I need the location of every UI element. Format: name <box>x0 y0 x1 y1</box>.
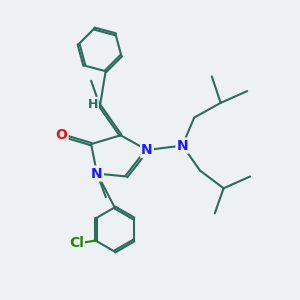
Text: O: O <box>56 128 68 142</box>
Text: H: H <box>87 98 98 111</box>
Text: Cl: Cl <box>69 236 84 250</box>
Text: N: N <box>177 139 188 153</box>
Text: N: N <box>141 143 153 157</box>
Text: N: N <box>91 167 103 181</box>
